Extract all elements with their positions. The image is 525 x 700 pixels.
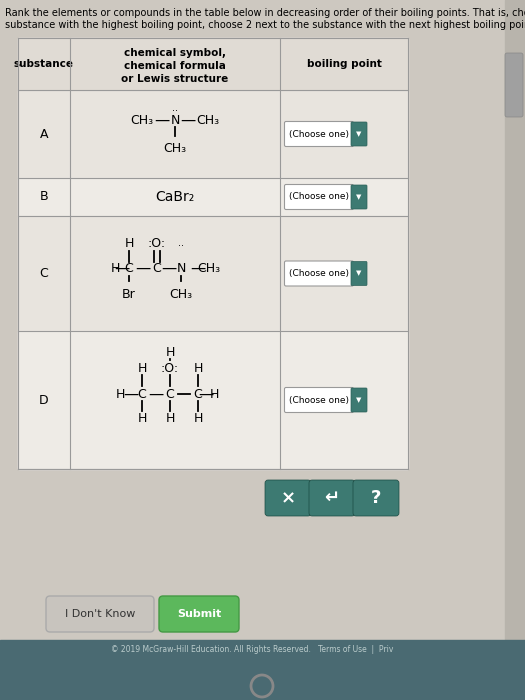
Text: ▼: ▼ [356,194,362,200]
Text: C: C [138,388,146,400]
Text: C: C [165,388,174,400]
Bar [0,640,525,700]
Text: —: — [123,386,139,402]
Text: ▼: ▼ [356,397,362,403]
Text: ▼: ▼ [356,270,362,276]
Text: H: H [138,361,146,374]
FancyBboxPatch shape [46,596,154,632]
FancyBboxPatch shape [309,480,355,516]
Text: Submit: Submit [177,609,221,619]
Text: I Don't Know: I Don't Know [65,609,135,619]
Text: substance with the highest boiling point, choose 2 next to the substance with th: substance with the highest boiling point… [5,20,525,30]
Text: ?: ? [371,489,381,507]
FancyBboxPatch shape [351,185,367,209]
Text: H: H [116,388,125,400]
Text: —: — [191,261,206,276]
FancyBboxPatch shape [285,122,353,146]
FancyBboxPatch shape [285,185,353,209]
Text: H: H [193,412,203,424]
Text: (Choose one): (Choose one) [289,193,349,202]
Text: substance: substance [14,59,74,69]
Text: Rank the elements or compounds in the table below in decreasing order of their b: Rank the elements or compounds in the ta… [5,8,525,18]
Text: B: B [40,190,48,204]
Text: H: H [138,412,146,424]
Text: chemical symbol,: chemical symbol, [124,48,226,58]
Text: N: N [176,262,186,275]
Text: ×: × [280,489,296,507]
Text: C: C [124,262,133,275]
Text: N: N [170,113,180,127]
Text: ··: ·· [172,106,178,116]
FancyBboxPatch shape [285,388,353,412]
Bar [505,0,525,700]
Text: A: A [40,127,48,141]
FancyBboxPatch shape [285,261,353,286]
Bar [18,178,408,216]
Text: —: — [114,261,130,276]
Text: H: H [124,237,134,250]
Text: (Choose one): (Choose one) [289,269,349,278]
Bar [18,38,408,469]
Text: H: H [165,412,175,424]
Text: ▼: ▼ [356,131,362,137]
Text: —: — [181,113,196,127]
FancyBboxPatch shape [353,480,399,516]
FancyBboxPatch shape [505,53,523,117]
Text: D: D [39,393,49,407]
Text: CH₃: CH₃ [130,113,153,127]
Text: boiling point: boiling point [307,59,382,69]
Bar [18,216,408,331]
FancyBboxPatch shape [265,480,311,516]
Text: C: C [153,262,161,275]
Text: or Lewis structure: or Lewis structure [121,74,228,84]
Text: (Choose one): (Choose one) [289,130,349,139]
FancyBboxPatch shape [351,262,367,286]
Text: CaBr₂: CaBr₂ [155,190,195,204]
Bar [18,90,408,178]
Text: —: — [154,113,170,127]
Text: C: C [194,388,202,400]
Text: :O:: :O: [148,237,166,250]
Text: H: H [209,388,219,400]
Text: H: H [193,361,203,374]
Text: ··: ·· [178,241,184,251]
Text: ↵: ↵ [324,489,340,507]
Text: C: C [39,267,48,280]
Text: —: — [135,261,151,276]
Bar [18,38,408,90]
Text: CH₃: CH₃ [196,113,219,127]
Text: CH₃: CH₃ [170,288,193,301]
Text: —: — [149,386,164,402]
FancyBboxPatch shape [351,388,367,412]
Text: H: H [165,346,175,358]
Text: (Choose one): (Choose one) [289,395,349,405]
Bar [18,331,408,469]
Text: —: — [198,386,214,402]
Text: chemical formula: chemical formula [124,61,226,71]
Text: H: H [110,262,120,275]
Text: Br: Br [122,288,136,301]
FancyBboxPatch shape [159,596,239,632]
Text: © 2019 McGraw-Hill Education. All Rights Reserved.   Terms of Use  |  Priv: © 2019 McGraw-Hill Education. All Rights… [111,645,393,654]
Text: CH₃: CH₃ [197,262,220,275]
FancyBboxPatch shape [351,122,367,146]
Text: CH₃: CH₃ [163,141,186,155]
Text: —: — [161,261,176,276]
Text: :O:: :O: [161,361,179,374]
